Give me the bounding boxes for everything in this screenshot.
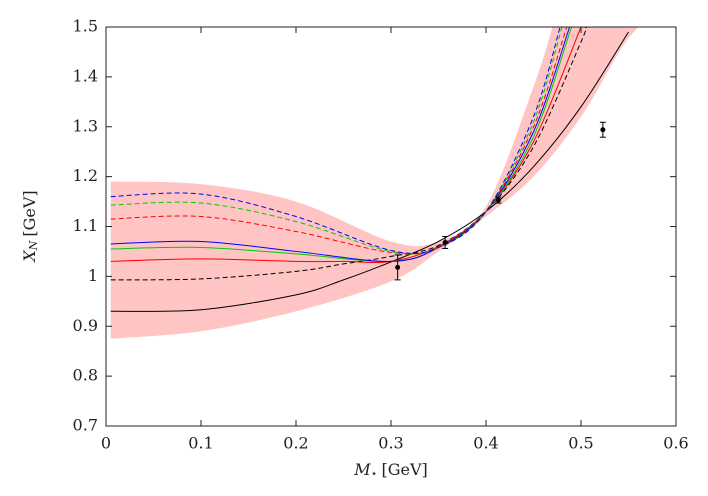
y-axis-label: XN [GeV] xyxy=(20,190,41,263)
plot-area xyxy=(110,27,638,339)
x-label-unit: [GeV] xyxy=(381,460,427,479)
x-label-symbol: M xyxy=(353,460,371,479)
y-tick-label: 1 xyxy=(88,266,98,285)
curve xyxy=(110,27,563,255)
y-label-subscript: N xyxy=(27,240,40,251)
y-tick-label: 1.3 xyxy=(73,116,98,135)
y-tick-label: 1.4 xyxy=(73,66,98,85)
data-point xyxy=(395,264,401,270)
x-label-subscript: ⋆ xyxy=(371,467,378,480)
x-tick-label: 0.5 xyxy=(568,434,593,453)
curve xyxy=(110,27,561,254)
y-tick-label: 0.8 xyxy=(73,366,98,385)
curve xyxy=(110,27,587,281)
x-tick-label: 0 xyxy=(101,434,111,453)
y-tick-label: 1.1 xyxy=(73,216,98,235)
x-tick-label: 0.1 xyxy=(188,434,213,453)
y-label-symbol: X xyxy=(20,250,39,264)
x-tick-label: 0.6 xyxy=(663,434,688,453)
x-tick-label: 0.4 xyxy=(473,434,498,453)
x-tick-label: 0.3 xyxy=(378,434,403,453)
y-tick-label: 1.5 xyxy=(73,17,98,36)
uncertainty-band xyxy=(110,27,638,339)
data-point xyxy=(442,239,448,245)
y-tick-label: 0.9 xyxy=(73,316,98,335)
y-tick-label: 1.2 xyxy=(73,166,98,185)
y-tick-label: 0.7 xyxy=(73,416,98,435)
curve xyxy=(110,27,571,262)
y-label-unit: [GeV] xyxy=(20,190,39,236)
data-point xyxy=(495,197,501,203)
x-tick-label: 0.2 xyxy=(283,434,308,453)
data-point xyxy=(600,127,606,133)
x-axis-label: M⋆ [GeV] xyxy=(353,460,428,481)
